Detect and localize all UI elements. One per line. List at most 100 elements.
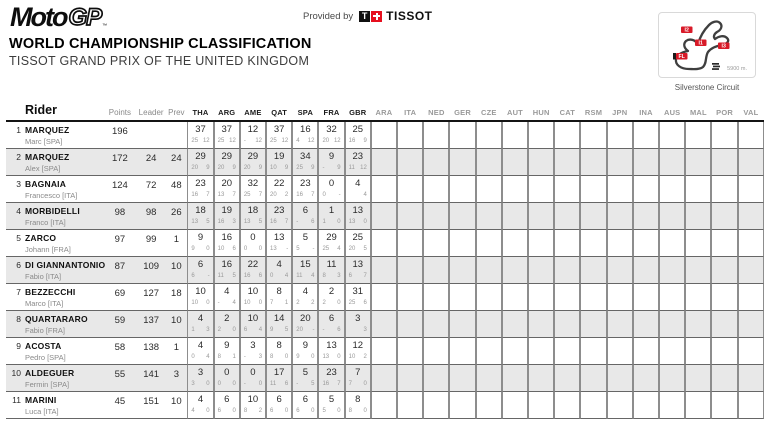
sprint-race-points: 0 [206, 408, 210, 414]
gp-race-points: - [217, 300, 220, 306]
race-sub-points: -5 [293, 381, 317, 388]
empty-result-cell [580, 122, 607, 149]
sprint-race-points: 9 [337, 165, 341, 171]
rider-inner: 10 ALDEGUER Fermin [SPA] [6, 365, 103, 389]
empty-result-cell [449, 257, 476, 284]
empty-result-cell [397, 338, 424, 365]
prev-gap-cell: 3 [165, 365, 188, 392]
empty-result-cell [711, 230, 738, 257]
empty-result-cell [554, 203, 581, 230]
sprint-race-points: 7 [337, 381, 341, 387]
sprint-race-points: - [312, 327, 315, 333]
empty-result-cell [711, 122, 738, 149]
race-total-points: 31 [352, 286, 364, 297]
gp-race-points: 20 [322, 138, 330, 144]
empty-result-cell [449, 311, 476, 338]
empty-result-cell [580, 311, 607, 338]
race-result-cell: 10 8 2 [239, 392, 267, 419]
race-sub-points: 16 7 [188, 192, 212, 199]
race-header-ina: INA [632, 103, 660, 122]
race-total-points: 25 [352, 232, 364, 243]
empty-result-cell [711, 311, 738, 338]
empty-result-cell [711, 203, 738, 230]
sprint-race-points: 0 [206, 300, 210, 306]
race-total-points: 16 [221, 259, 233, 270]
empty-result-cell [632, 230, 660, 257]
race-total-points: 8 [276, 286, 282, 297]
empty-result-cell [659, 365, 686, 392]
race-sub-points: 11 5 [215, 273, 239, 280]
empty-result-cell [659, 176, 686, 203]
empty-result-cell [685, 338, 712, 365]
empty-result-cell [737, 176, 764, 203]
race-total-points: 12 [247, 124, 259, 135]
gp-race-points: 0 [243, 246, 248, 252]
empty-result-cell [370, 365, 398, 392]
race-total-points: 4 [197, 340, 204, 351]
sprint-race-points: 3 [206, 327, 210, 333]
sprint-race-points: 12 [307, 138, 315, 144]
motogp-logo: Moto GP ™ [10, 3, 107, 32]
empty-result-cell [606, 149, 633, 176]
rider-inner: 4 MORBIDELLI Franco [ITA] [6, 203, 103, 227]
empty-result-cell [606, 338, 633, 365]
empty-result-cell [632, 203, 660, 230]
race-sub-points: 25 4 [319, 246, 343, 253]
empty-result-cell [501, 176, 529, 203]
race-result-cell: 11 8 3 [318, 257, 345, 284]
empty-result-cell [397, 176, 424, 203]
rider-inner: 5 ZARCO Johann [FRA] [6, 230, 103, 254]
empty-result-cell [685, 230, 712, 257]
empty-result-cell [580, 203, 607, 230]
race-result-cell: 6-6 [292, 203, 319, 230]
race-sub-points: 10 0 [188, 300, 212, 307]
empty-result-cell [554, 311, 581, 338]
empty-result-cell [397, 311, 424, 338]
empty-result-cell [737, 122, 764, 149]
leader-gap-cell: 24 [137, 149, 166, 176]
sprint-race-points: 0 [284, 354, 289, 360]
gp-race-points: 16 [270, 219, 277, 225]
race-sub-points: 0- [319, 192, 343, 199]
gp-race-points: 10 [243, 300, 251, 306]
provided-by-group: Provided by T TISSOT [303, 9, 433, 23]
empty-result-cell [501, 203, 529, 230]
rider-names: DI GIANNANTONIO Fabio [ITA] [25, 260, 105, 281]
rider-inner: 9 ACOSTA Pedro [SPA] [6, 338, 103, 362]
empty-result-cell [370, 176, 398, 203]
gp-race-points: 2 [217, 327, 221, 333]
race-total-points: 23 [195, 178, 206, 189]
race-sub-points: 10 9 [267, 165, 291, 172]
sprint-race-points: 9 [363, 138, 367, 144]
event-subtitle: TISSOT GRAND PRIX OF THE UNITED KINGDOM [9, 54, 310, 68]
race-sub-points: -3 [241, 354, 265, 361]
prev-gap-cell: 1 [165, 338, 188, 365]
gp-race-points: 10 [191, 300, 199, 306]
gp-race-points: 9 [296, 354, 300, 360]
race-total-points: 10 [247, 286, 259, 297]
tissot-logo: T TISSOT [359, 9, 432, 23]
empty-result-cell [501, 392, 529, 419]
race-result-cell: 22 16 6 [239, 257, 267, 284]
empty-result-cell [554, 284, 581, 311]
sprint-race-points: 0 [337, 408, 341, 414]
sprint-race-points: 5 [363, 246, 367, 252]
race-header-cat: CAT [554, 103, 581, 122]
points-cell: 98 [102, 203, 138, 230]
gp-race-points: - [322, 165, 325, 171]
points-cell: 55 [102, 365, 138, 392]
sprint-race-points: 1 [232, 354, 236, 360]
sprint-race-points: 9 [206, 165, 210, 171]
gp-race-points: - [296, 381, 299, 387]
rider-inner: 11 MARINI Luca [ITA] [6, 392, 103, 416]
prev-gap-cell: 48 [165, 176, 188, 203]
empty-result-cell [528, 311, 555, 338]
race-total-points: 16 [300, 124, 311, 135]
